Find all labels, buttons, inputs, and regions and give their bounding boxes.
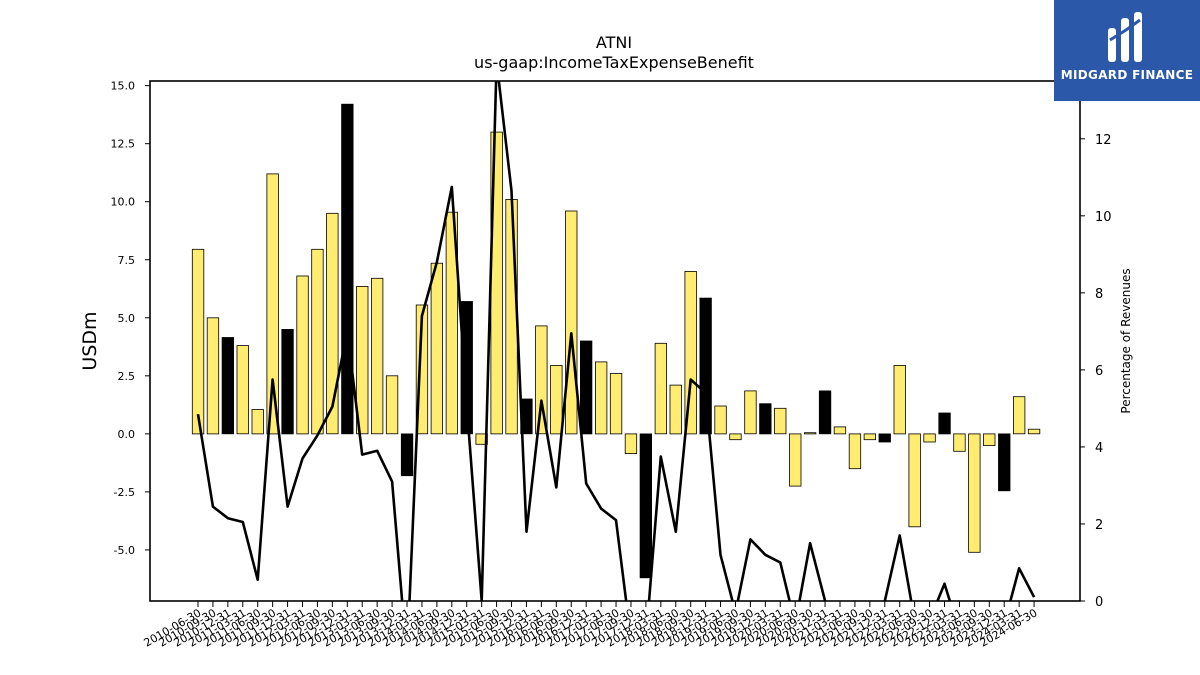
y-axis-left-label: USDm <box>79 311 101 370</box>
chart-title: ATNI <box>596 33 632 52</box>
bar <box>714 405 727 435</box>
bar <box>998 433 1011 492</box>
bar <box>804 432 817 435</box>
bar <box>744 390 757 435</box>
y-tick-label-left: 5.0 <box>118 312 136 325</box>
bar <box>221 337 235 435</box>
bar <box>1013 396 1026 435</box>
bar <box>1027 428 1041 435</box>
bar <box>385 375 399 435</box>
bar <box>848 433 862 470</box>
bar <box>923 433 936 443</box>
x-axis: 2010-06-302010-09-302010-12-312011-03-31… <box>142 601 1040 650</box>
bar <box>833 426 847 435</box>
bar <box>341 103 354 435</box>
bar <box>684 270 697 435</box>
y-tick-label-right: 0 <box>1095 595 1103 610</box>
bar <box>639 433 652 579</box>
bar <box>311 248 324 435</box>
y-tick-label-right: 4 <box>1095 441 1103 456</box>
bar <box>938 412 951 435</box>
bar <box>654 342 667 435</box>
bar <box>893 364 906 435</box>
bar <box>669 384 682 435</box>
bar <box>550 364 563 435</box>
bar <box>191 248 205 435</box>
y-tick-label-left: 0.0 <box>118 428 136 441</box>
bar <box>908 433 921 528</box>
bar <box>415 304 429 435</box>
y-axis-right-label: Percentage of Revenues <box>1119 268 1133 413</box>
bar <box>595 361 608 435</box>
bar <box>580 340 593 435</box>
bar <box>505 198 518 435</box>
line-series <box>196 81 1036 601</box>
y-tick-label-left: 15.0 <box>111 80 136 93</box>
bar <box>863 433 876 441</box>
bar <box>953 433 966 452</box>
bar <box>430 262 444 435</box>
bar <box>759 403 772 435</box>
bar <box>818 390 832 435</box>
bar <box>370 277 384 435</box>
bar <box>968 433 981 553</box>
y-axis-right: 0 2 4 6 8 10 12 <box>1080 133 1112 610</box>
bar <box>624 433 638 454</box>
bar <box>296 275 309 435</box>
y-tick-label-left: 12.5 <box>111 138 136 151</box>
brand-logo: MIDGARD FINANCE <box>1054 0 1200 101</box>
bar <box>699 297 712 435</box>
plot-frame <box>149 80 1081 602</box>
bar-series <box>191 103 1041 579</box>
y-axis-left: -5.0 -2.5 0.0 2.5 5.0 7.5 10.0 12.5 15.0 <box>111 80 150 557</box>
bar <box>236 345 249 435</box>
bar <box>983 433 996 446</box>
bar <box>206 317 220 435</box>
y-tick-label-left: 10.0 <box>111 196 136 209</box>
bar <box>460 301 473 435</box>
y-tick-label-left: 7.5 <box>118 254 136 267</box>
y-tick-label-right: 10 <box>1095 210 1112 225</box>
y-tick-label-right: 2 <box>1095 518 1103 533</box>
y-tick-label-right: 12 <box>1095 133 1112 148</box>
y-tick-label-right: 6 <box>1095 364 1103 379</box>
bar <box>281 328 294 435</box>
y-tick-label-left: -5.0 <box>114 544 135 557</box>
bar <box>400 433 414 477</box>
y-tick-label-right: 8 <box>1095 287 1103 302</box>
bar <box>266 173 279 435</box>
revenue-percentage-line <box>196 81 1036 601</box>
bar <box>445 211 459 435</box>
chart-subtitle: us-gaap:IncomeTaxExpenseBenefit <box>474 53 754 72</box>
bar <box>565 210 578 435</box>
bar <box>609 373 623 435</box>
bar <box>774 407 787 435</box>
bar <box>535 325 548 435</box>
bar <box>789 433 802 487</box>
bar <box>729 433 742 441</box>
bar <box>878 433 891 443</box>
brand-name: MIDGARD FINANCE <box>1060 68 1194 82</box>
bar <box>251 409 264 435</box>
bar <box>326 212 339 435</box>
y-tick-label-left: 2.5 <box>118 370 136 383</box>
y-tick-label-left: -2.5 <box>114 486 135 499</box>
midgard-logo-icon <box>1108 12 1142 62</box>
bar <box>356 285 369 435</box>
